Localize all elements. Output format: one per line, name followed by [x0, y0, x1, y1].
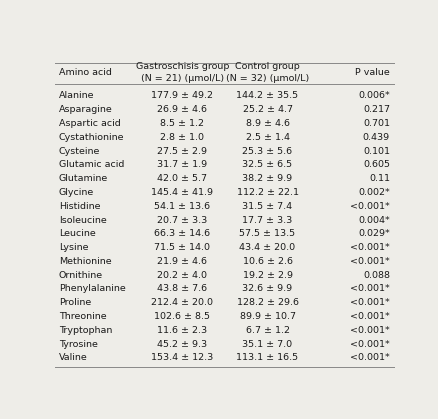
Text: Phenylalanine: Phenylalanine: [59, 285, 125, 293]
Text: Gastroschisis group
(N = 21) (μmol/L): Gastroschisis group (N = 21) (μmol/L): [135, 62, 229, 83]
Text: <0.001*: <0.001*: [350, 243, 389, 252]
Text: Proline: Proline: [59, 298, 91, 307]
Text: <0.001*: <0.001*: [350, 354, 389, 362]
Text: 42.0 ± 5.7: 42.0 ± 5.7: [157, 174, 207, 183]
Text: 32.6 ± 9.9: 32.6 ± 9.9: [242, 285, 292, 293]
Text: Methionine: Methionine: [59, 257, 111, 266]
Text: 27.5 ± 2.9: 27.5 ± 2.9: [157, 147, 207, 155]
Text: 0.605: 0.605: [362, 160, 389, 169]
Text: 57.5 ± 13.5: 57.5 ± 13.5: [239, 229, 295, 238]
Text: 25.3 ± 5.6: 25.3 ± 5.6: [242, 147, 292, 155]
Text: 0.11: 0.11: [368, 174, 389, 183]
Text: 20.7 ± 3.3: 20.7 ± 3.3: [157, 215, 207, 225]
Text: Lysine: Lysine: [59, 243, 88, 252]
Text: Ornithine: Ornithine: [59, 271, 103, 280]
Text: 212.4 ± 20.0: 212.4 ± 20.0: [151, 298, 213, 307]
Text: 43.4 ± 20.0: 43.4 ± 20.0: [239, 243, 295, 252]
Text: Tryptophan: Tryptophan: [59, 326, 112, 335]
Text: <0.001*: <0.001*: [350, 312, 389, 321]
Text: Cystathionine: Cystathionine: [59, 133, 124, 142]
Text: 0.004*: 0.004*: [357, 215, 389, 225]
Text: 11.6 ± 2.3: 11.6 ± 2.3: [157, 326, 207, 335]
Text: 0.006*: 0.006*: [357, 91, 389, 101]
Text: <0.001*: <0.001*: [350, 257, 389, 266]
Text: 32.5 ± 6.5: 32.5 ± 6.5: [242, 160, 292, 169]
Text: Aspartic acid: Aspartic acid: [59, 119, 120, 128]
Text: 145.4 ± 41.9: 145.4 ± 41.9: [151, 188, 213, 197]
Text: <0.001*: <0.001*: [350, 326, 389, 335]
Text: 66.3 ± 14.6: 66.3 ± 14.6: [154, 229, 210, 238]
Text: Amino acid: Amino acid: [59, 68, 112, 78]
Text: Glutamic acid: Glutamic acid: [59, 160, 124, 169]
Text: 8.9 ± 4.6: 8.9 ± 4.6: [245, 119, 289, 128]
Text: Glutamine: Glutamine: [59, 174, 108, 183]
Text: 19.2 ± 2.9: 19.2 ± 2.9: [242, 271, 292, 280]
Text: Control group
(N = 32) (μmol/L): Control group (N = 32) (μmol/L): [226, 62, 308, 83]
Text: 20.2 ± 4.0: 20.2 ± 4.0: [157, 271, 207, 280]
Text: <0.001*: <0.001*: [350, 298, 389, 307]
Text: Threonine: Threonine: [59, 312, 106, 321]
Text: Leucine: Leucine: [59, 229, 95, 238]
Text: 128.2 ± 29.6: 128.2 ± 29.6: [236, 298, 298, 307]
Text: 0.101: 0.101: [362, 147, 389, 155]
Text: 0.088: 0.088: [362, 271, 389, 280]
Text: Valine: Valine: [59, 354, 88, 362]
Text: Glycine: Glycine: [59, 188, 94, 197]
Text: 54.1 ± 13.6: 54.1 ± 13.6: [154, 202, 210, 211]
Text: 177.9 ± 49.2: 177.9 ± 49.2: [151, 91, 213, 101]
Text: Isoleucine: Isoleucine: [59, 215, 106, 225]
Text: 153.4 ± 12.3: 153.4 ± 12.3: [151, 354, 213, 362]
Text: 102.6 ± 8.5: 102.6 ± 8.5: [154, 312, 210, 321]
Text: 38.2 ± 9.9: 38.2 ± 9.9: [242, 174, 292, 183]
Text: 10.6 ± 2.6: 10.6 ± 2.6: [242, 257, 292, 266]
Text: Tyrosine: Tyrosine: [59, 340, 98, 349]
Text: 17.7 ± 3.3: 17.7 ± 3.3: [242, 215, 292, 225]
Text: 0.439: 0.439: [362, 133, 389, 142]
Text: 35.1 ± 7.0: 35.1 ± 7.0: [242, 340, 292, 349]
Text: 43.8 ± 7.6: 43.8 ± 7.6: [157, 285, 207, 293]
Text: 8.5 ± 1.2: 8.5 ± 1.2: [160, 119, 204, 128]
Text: 0.217: 0.217: [362, 105, 389, 114]
Text: Alanine: Alanine: [59, 91, 94, 101]
Text: 0.002*: 0.002*: [357, 188, 389, 197]
Text: 0.701: 0.701: [362, 119, 389, 128]
Text: 89.9 ± 10.7: 89.9 ± 10.7: [239, 312, 295, 321]
Text: <0.001*: <0.001*: [350, 340, 389, 349]
Text: 26.9 ± 4.6: 26.9 ± 4.6: [157, 105, 207, 114]
Text: 112.2 ± 22.1: 112.2 ± 22.1: [236, 188, 298, 197]
Text: 31.7 ± 1.9: 31.7 ± 1.9: [157, 160, 207, 169]
Text: 71.5 ± 14.0: 71.5 ± 14.0: [154, 243, 210, 252]
Text: 0.029*: 0.029*: [357, 229, 389, 238]
Text: 25.2 ± 4.7: 25.2 ± 4.7: [242, 105, 292, 114]
Text: Asparagine: Asparagine: [59, 105, 113, 114]
Text: 21.9 ± 4.6: 21.9 ± 4.6: [157, 257, 207, 266]
Text: 6.7 ± 1.2: 6.7 ± 1.2: [245, 326, 289, 335]
Text: <0.001*: <0.001*: [350, 285, 389, 293]
Text: Histidine: Histidine: [59, 202, 100, 211]
Text: 2.5 ± 1.4: 2.5 ± 1.4: [245, 133, 289, 142]
Text: Cysteine: Cysteine: [59, 147, 100, 155]
Text: <0.001*: <0.001*: [350, 202, 389, 211]
Text: 2.8 ± 1.0: 2.8 ± 1.0: [160, 133, 204, 142]
Text: P value: P value: [354, 68, 389, 78]
Text: 45.2 ± 9.3: 45.2 ± 9.3: [157, 340, 207, 349]
Text: 31.5 ± 7.4: 31.5 ± 7.4: [242, 202, 292, 211]
Text: 113.1 ± 16.5: 113.1 ± 16.5: [236, 354, 298, 362]
Text: 144.2 ± 35.5: 144.2 ± 35.5: [236, 91, 298, 101]
